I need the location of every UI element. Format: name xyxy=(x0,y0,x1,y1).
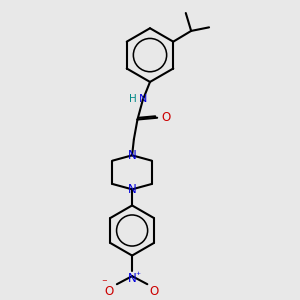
Text: N: N xyxy=(139,94,147,104)
Text: N: N xyxy=(128,272,136,285)
Text: N: N xyxy=(128,183,136,196)
Text: N: N xyxy=(128,149,136,162)
Text: H: H xyxy=(129,94,136,104)
Text: O: O xyxy=(104,285,113,298)
Text: O: O xyxy=(149,285,158,298)
Text: $^-$: $^-$ xyxy=(100,278,109,288)
Text: O: O xyxy=(162,111,171,124)
Text: $^+$: $^+$ xyxy=(134,271,141,280)
